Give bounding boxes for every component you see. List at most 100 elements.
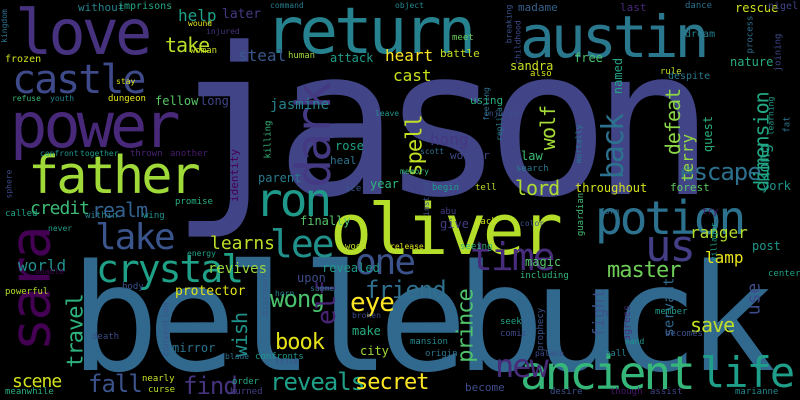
word-book: book [275,330,325,355]
word-battle: battle [440,47,480,60]
word-crystal: crystal [96,247,244,291]
word-scott: scott [420,147,445,156]
word-joining: joining [773,33,784,72]
word-fat: fat [782,116,793,133]
word-rescue: rescue [735,1,779,15]
word-becomes: becomes [665,329,703,339]
word-woman: woman [190,46,218,56]
word-leave: leave [375,109,400,118]
word-friend: friend [365,276,447,304]
word-feeling: feeling [481,87,491,121]
word-center: center [768,269,800,279]
word-frozen: frozen [5,54,42,65]
word-desire: desire [550,387,583,397]
word-heal: heal [330,154,357,167]
word-replica: replica [494,107,504,141]
word-meet: meet [452,33,474,43]
word-convention: convention [161,302,172,357]
word-become: become [465,381,505,394]
word-jason: jason [170,5,715,243]
word-wolf: wolf [536,105,561,151]
word-take: take [165,33,210,57]
word-escape: escape [680,158,762,186]
word-throughout: throughout [575,181,648,195]
word-ranger: ranger [690,223,748,242]
word-last: last [620,1,647,14]
word-command: command [270,1,304,10]
word-hong: hong [430,130,469,149]
word-time: time [470,235,556,279]
word-long: long [200,94,229,108]
word-protector: protector [175,284,246,299]
word-father: father [28,146,201,206]
word-named: named [611,57,626,95]
word-world: world [18,256,67,275]
word-unable: unable [35,267,64,276]
word-dance: dance [685,1,713,11]
word-confronts: confronts [255,352,304,362]
word-kong: kong [754,143,774,183]
word-york: york [762,179,791,193]
word-steal: steal [238,46,287,65]
word-abu: abu [440,207,457,217]
word-wish: wish [228,312,253,358]
word-travel: travel [63,294,89,368]
word-though: though [610,387,643,397]
word-reveals: reveals [270,368,365,396]
word-member: member [655,307,688,317]
word-another: another [170,149,208,159]
word-form: form [600,207,620,216]
word-called: called [5,209,38,219]
word-color: color [520,219,545,228]
word-seeing: seeing [460,242,493,252]
word-parent: parent [258,171,302,185]
word-refuse: refuse [12,94,41,103]
word-process: process [745,15,756,54]
word-terry: terry [678,133,698,183]
word-search: search [516,164,549,174]
word-magic: magic [525,255,562,269]
word-dream: dream [685,29,716,40]
word-wound: wound [188,19,213,28]
word-law: law [521,149,543,163]
word-breaking: breaking [504,4,514,44]
word-master: master [607,258,681,283]
word-wonder: wonder [450,149,490,162]
word-prophecy: prophecy [536,307,547,352]
word-assist: assist [650,387,683,397]
word-mansion: mansion [410,337,448,347]
word-power: power [10,89,181,162]
word-credit: credit [30,198,90,219]
word-summer: summer [310,284,339,293]
word-powerful: powerful [5,287,49,297]
word-love: love [15,0,152,69]
word-upon: upon [297,271,326,285]
word-trick: trick [275,357,300,366]
word-wong: wong [270,285,325,313]
word-lake: lake [95,217,176,258]
word-bellebuck: bellebuck [70,233,776,400]
word-forest: forest [670,181,710,194]
word-quest: quest [701,115,716,153]
word-horn: horn [275,289,295,298]
word-learns: learns [210,233,276,254]
word-mortally: mortally [574,124,584,164]
word-wing: wing [143,211,165,221]
word-post: post [752,239,781,253]
word-learning: learning [766,96,776,136]
word-year: year [370,177,399,191]
word-curse: curse [148,385,176,395]
word-ron: ron [255,173,332,227]
word-dungeon: dungeon [108,94,146,104]
word-using: using [470,94,504,107]
word-nigel: nigel [768,1,799,12]
word-cast: cast [393,66,432,85]
word-us: us [645,221,696,272]
word-fall: fall [88,370,143,398]
word-pack: pack [475,217,497,227]
word-make: make [352,324,381,338]
word-potion: potion [595,191,746,245]
word-also: also [530,69,552,79]
word-childhood: childhood [513,20,523,64]
